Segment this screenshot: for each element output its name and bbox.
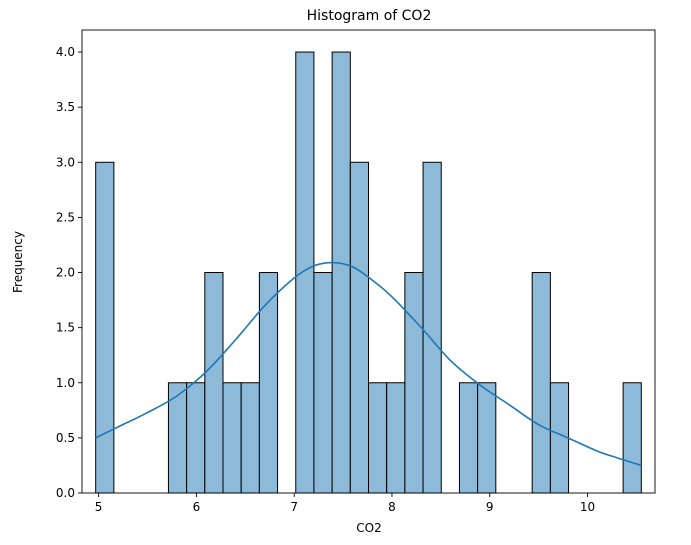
histogram-bar — [349, 161, 369, 494]
x-tick-label: 10 — [580, 500, 595, 514]
bars-group — [95, 51, 642, 494]
x-tick-label: 8 — [388, 500, 396, 514]
y-tick-label: 3.5 — [56, 100, 75, 114]
histogram-bar — [240, 382, 260, 494]
histogram-bar — [458, 382, 479, 494]
histogram-bar — [95, 161, 115, 494]
plot-frame — [81, 29, 656, 494]
x-tick-label: 7 — [290, 500, 298, 514]
histogram-bar — [549, 382, 570, 494]
x-tick-label: 9 — [486, 500, 494, 514]
histogram-bar — [477, 382, 497, 494]
y-tick-label: 4.0 — [56, 45, 75, 59]
y-axis-ticks: 0.0 0.5 1.0 1.5 2.0 2.5 3.0 3.5 4.0 — [56, 45, 82, 500]
y-tick-label: 0.5 — [56, 431, 75, 445]
chart-title: Histogram of CO2 — [307, 8, 432, 24]
y-tick-label: 2.5 — [56, 210, 75, 224]
y-tick-label: 2.0 — [56, 266, 75, 280]
x-tick-label: 6 — [193, 500, 201, 514]
y-tick-label: 0.0 — [56, 486, 75, 500]
x-axis-label: CO2 — [356, 521, 381, 535]
kde-curve — [95, 261, 642, 467]
y-tick-label: 3.0 — [56, 155, 75, 169]
y-axis-label: Frequency — [11, 231, 25, 293]
y-tick-label: 1.5 — [56, 321, 75, 335]
histogram-bar — [258, 272, 279, 494]
histogram-bar — [331, 51, 351, 494]
histogram-bar — [313, 272, 333, 494]
histogram-bar — [295, 51, 315, 494]
y-tick-label: 1.0 — [56, 376, 75, 390]
histogram-bar — [622, 382, 642, 494]
histogram-bar — [422, 161, 442, 494]
histogram-bar — [204, 272, 224, 494]
x-axis-ticks: 5 6 7 8 9 10 — [95, 493, 595, 514]
histogram-bar — [531, 272, 551, 494]
histogram-bar — [386, 382, 406, 494]
histogram-bar — [404, 272, 424, 494]
histogram-bar — [186, 382, 206, 494]
histogram-bar — [368, 382, 388, 494]
x-tick-label: 5 — [95, 500, 103, 514]
histogram-bar — [222, 382, 242, 494]
